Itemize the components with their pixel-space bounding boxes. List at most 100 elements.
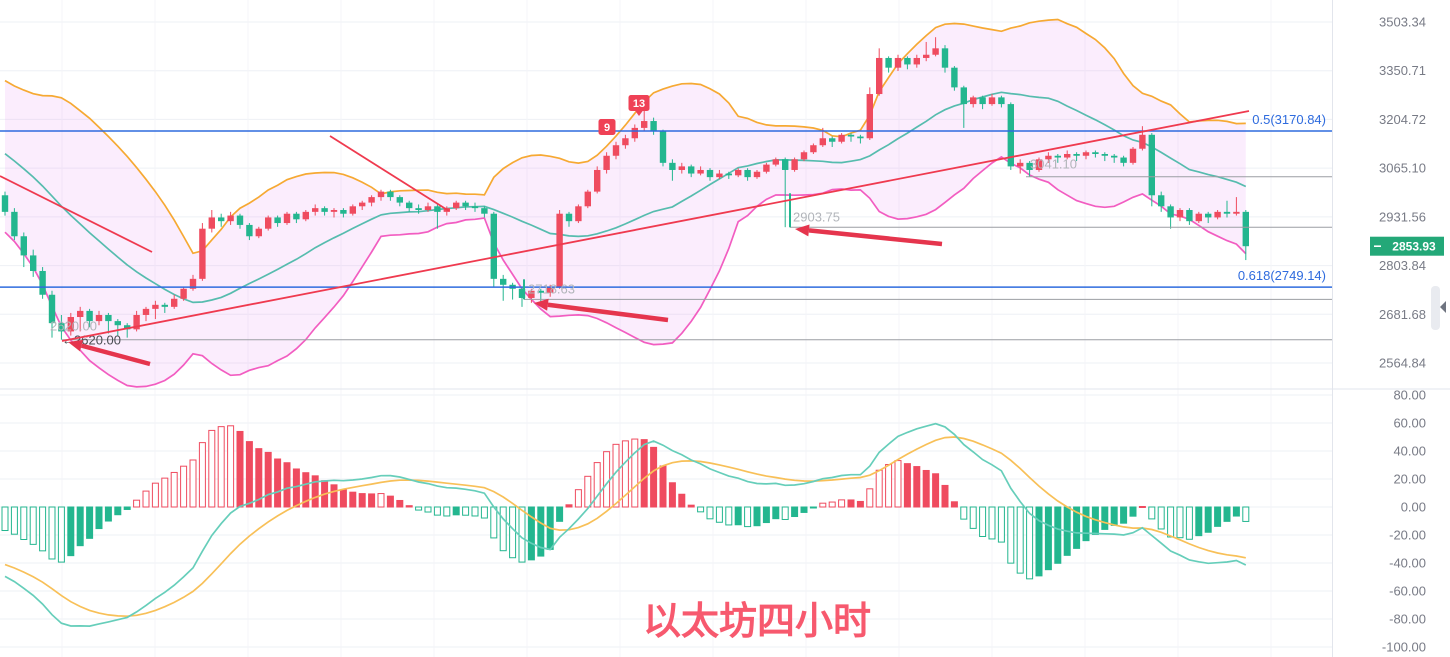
macd-histogram-bar	[349, 491, 357, 508]
candle-body	[1045, 155, 1052, 160]
macd-histogram-bar	[621, 440, 629, 508]
macd-histogram-bar	[20, 506, 28, 540]
macd-histogram-bar	[1214, 506, 1222, 527]
candle-body	[274, 217, 281, 224]
candle-body	[1007, 104, 1014, 167]
macd-histogram-bar	[527, 506, 535, 561]
bollinger-upper-line[interactable]	[4, 18, 1246, 255]
macd-histogram-bar	[29, 506, 37, 545]
candle-body	[58, 323, 65, 332]
annotation-arrow-shaft[interactable]	[808, 228, 943, 247]
macd-histogram-bar	[161, 477, 169, 508]
macd-histogram-bar	[1110, 506, 1118, 526]
macd-histogram-bar	[358, 493, 366, 508]
price-axis-label: 2681.68	[1379, 307, 1426, 322]
price-axis-label: 3204.72	[1379, 112, 1426, 127]
candle-body	[1167, 206, 1174, 218]
macd-histogram-bar	[123, 506, 131, 510]
td-badge-pointer	[635, 110, 643, 116]
candle-body	[171, 298, 178, 307]
annotation-arrow-head	[795, 224, 810, 237]
macd-histogram-bar	[133, 499, 141, 508]
candle-body	[48, 294, 56, 324]
overlay-layer[interactable]: 0.5(3170.84)0.618(2749.14)2620.00← 2620.0…	[0, 95, 1332, 367]
macd-histogram-bar	[537, 506, 545, 557]
macd-axis-label: -80.00	[1389, 612, 1426, 627]
main-pane[interactable]	[1, 18, 1249, 388]
price-mark-label[interactable]: 3041.10	[1030, 157, 1077, 172]
candle-body	[142, 308, 150, 315]
collapse-arrow-icon[interactable]	[1440, 301, 1446, 313]
bollinger-lower-line[interactable]	[4, 155, 1247, 388]
price-axis-label: 2931.56	[1379, 209, 1426, 224]
annotation-arrow-head	[68, 339, 84, 352]
candle-body	[86, 310, 93, 322]
macd-axis-label: -20.00	[1389, 528, 1426, 543]
candle-body	[800, 152, 808, 160]
annotation-arrow-shaft[interactable]	[80, 343, 151, 367]
candle-body	[1082, 152, 1090, 156]
macd-histogram-bar	[452, 506, 460, 516]
macd-histogram-bar	[1026, 506, 1034, 580]
macd-histogram-bar	[86, 506, 94, 539]
macd-histogram-bar	[10, 506, 18, 535]
candle-body	[960, 87, 967, 105]
candle-body	[490, 213, 497, 279]
trendline[interactable]	[61, 110, 1250, 342]
candle-body	[39, 270, 46, 295]
macd-histogram-bar	[556, 506, 564, 522]
candle-body	[885, 57, 892, 68]
candle-body	[688, 166, 695, 174]
price-mark-label[interactable]: 2620.00	[50, 319, 97, 334]
macd-pane[interactable]	[1, 422, 1250, 627]
candle-body	[744, 169, 751, 178]
macd-histogram-bar	[405, 505, 413, 508]
candle-body	[697, 169, 704, 174]
candle-body	[1017, 162, 1024, 167]
candle-body	[763, 164, 770, 172]
trendline[interactable]	[329, 135, 450, 212]
macd-histogram-bar	[631, 438, 639, 508]
macd-histogram-bar	[960, 506, 968, 520]
macd-histogram-bar	[762, 506, 770, 524]
macd-histogram-bar	[245, 441, 253, 508]
candle-body	[894, 57, 902, 68]
last-price-label: 2853.93	[1392, 240, 1436, 254]
macd-histogram-bar	[828, 501, 836, 508]
bollinger-middle-line[interactable]	[4, 91, 1247, 304]
candle-body	[349, 206, 356, 214]
chart-title[interactable]: 以太坊四小时	[643, 601, 871, 643]
candle-body	[1092, 152, 1099, 154]
macd-histogram-bar	[217, 426, 225, 508]
candle-body	[1223, 211, 1231, 214]
candle-body	[678, 166, 685, 170]
panel-collapse-handle[interactable]	[1431, 286, 1440, 330]
candle-body	[753, 171, 761, 178]
macd-histogram-bar	[368, 493, 376, 508]
macd-histogram-bar	[650, 446, 658, 508]
candle-body	[95, 314, 103, 322]
candle-body	[857, 136, 864, 139]
price-mark-label[interactable]: 2903.75	[793, 209, 840, 224]
macd-histogram-bar	[1007, 506, 1015, 564]
annotation-arrow-shaft[interactable]	[547, 302, 669, 323]
trendline[interactable]	[0, 175, 153, 253]
candle-body	[669, 162, 676, 170]
candle-body	[330, 209, 338, 212]
macd-histogram-bar	[809, 506, 817, 509]
macd-histogram-bar	[424, 506, 432, 513]
macd-histogram-bar	[1054, 506, 1062, 564]
price-mark-label[interactable]: 2718.63	[528, 281, 575, 296]
macd-histogram-bar	[1120, 506, 1128, 524]
macd-histogram-bar	[781, 506, 789, 520]
macd-histogram-bar	[180, 465, 188, 508]
macd-histogram-bar	[198, 442, 206, 508]
candle-body	[537, 290, 544, 293]
td-sequential-label: 13	[633, 98, 645, 110]
macd-histogram-bar	[255, 448, 263, 508]
td-sequential-badge	[598, 119, 616, 135]
macd-histogram-bar	[856, 500, 864, 508]
